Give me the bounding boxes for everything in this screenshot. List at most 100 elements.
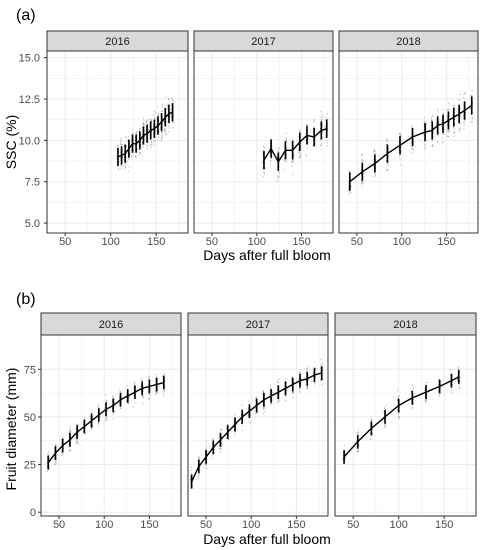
data-point: [357, 429, 359, 431]
data-point: [436, 108, 438, 110]
data-point: [54, 461, 56, 463]
data-point: [149, 125, 151, 127]
data-point: [142, 390, 144, 392]
data-point: [373, 172, 375, 174]
data-point: [120, 151, 122, 153]
data-point: [125, 160, 127, 162]
data-point: [300, 142, 302, 144]
data-point: [91, 428, 93, 430]
data-point: [162, 375, 164, 377]
data-point: [314, 382, 316, 384]
data-point: [154, 111, 156, 113]
data-point: [220, 448, 222, 450]
data-point: [454, 107, 456, 109]
data-point: [305, 154, 307, 156]
data-point: [142, 395, 144, 397]
data-point: [211, 452, 213, 454]
data-point: [269, 152, 271, 154]
panel-a-tag: (a): [16, 7, 36, 24]
data-point: [269, 384, 271, 386]
data-point: [142, 386, 144, 388]
data-point: [314, 375, 316, 377]
data-point: [220, 451, 222, 453]
data-point: [131, 155, 133, 157]
data-point: [129, 151, 131, 153]
data-point: [386, 138, 388, 140]
data-point: [451, 375, 453, 377]
data-point: [269, 387, 271, 389]
data-point: [120, 151, 122, 153]
data-point: [264, 402, 266, 404]
data-point: [76, 441, 78, 443]
data-point: [471, 94, 473, 96]
data-point: [423, 135, 425, 137]
data-point: [205, 463, 207, 465]
data-point: [92, 416, 94, 418]
data-point: [68, 435, 70, 437]
data-point: [342, 455, 344, 457]
data-point: [454, 115, 456, 117]
data-point: [277, 401, 279, 403]
data-point: [142, 117, 144, 119]
data-point: [106, 401, 108, 403]
data-point: [160, 128, 162, 130]
data-point: [412, 386, 414, 388]
data-point: [375, 160, 377, 162]
data-point: [412, 148, 414, 150]
data-point: [432, 131, 434, 133]
data-point: [306, 146, 308, 148]
data-point: [262, 167, 264, 169]
data-point: [385, 144, 387, 146]
data-point: [123, 155, 125, 157]
data-point: [75, 436, 77, 438]
data-point: [98, 424, 100, 426]
data-point: [271, 390, 273, 392]
facet-2017: 2017 50 100 150: [187, 312, 329, 531]
data-point: [300, 369, 302, 371]
data-point: [321, 116, 323, 118]
data-point: [92, 424, 94, 426]
data-point: [412, 384, 414, 386]
data-point: [69, 430, 71, 432]
data-point: [148, 378, 150, 380]
data-point: [149, 144, 151, 146]
data-point: [205, 464, 207, 466]
data-point: [169, 110, 171, 112]
data-point: [291, 159, 293, 161]
data-point: [400, 133, 402, 135]
data-point: [234, 416, 236, 418]
data-point: [168, 127, 170, 129]
data-point: [384, 408, 386, 410]
data-point: [135, 133, 137, 135]
data-point: [463, 127, 465, 129]
data-point: [306, 368, 308, 370]
data-point: [383, 410, 385, 412]
data-point: [320, 120, 322, 122]
data-point: [291, 162, 293, 164]
data-point: [299, 391, 301, 393]
data-point: [348, 189, 350, 191]
data-point: [106, 410, 108, 412]
data-point: [291, 375, 293, 377]
data-point: [105, 415, 107, 417]
data-point: [291, 387, 293, 389]
data-point: [370, 438, 372, 440]
x-tick-label: 150: [147, 236, 165, 248]
data-point: [69, 428, 71, 430]
data-point: [361, 181, 363, 183]
data-point: [112, 397, 114, 399]
data-point: [242, 408, 244, 410]
data-point: [373, 156, 375, 158]
data-point: [471, 90, 473, 92]
data-point: [284, 145, 286, 147]
facet-strip-label: 2017: [246, 319, 270, 331]
data-point: [320, 380, 322, 382]
data-point: [436, 124, 438, 126]
data-point: [162, 375, 164, 377]
data-point: [292, 140, 294, 142]
data-point: [320, 119, 322, 121]
data-point: [453, 132, 455, 134]
data-point: [124, 136, 126, 138]
data-point: [307, 387, 309, 389]
data-point: [459, 93, 461, 95]
